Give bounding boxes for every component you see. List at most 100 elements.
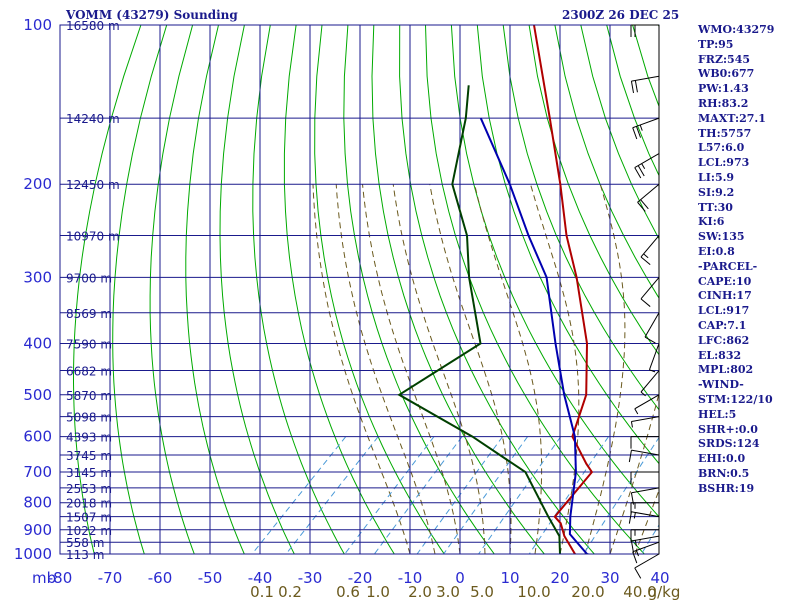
temperature-tick-label: -40 — [248, 569, 273, 587]
mixing-ratio-line — [251, 436, 347, 554]
index-item: RH:83.2 — [698, 96, 749, 110]
wind-barb — [631, 535, 660, 542]
index-item: CAPE:10 — [698, 274, 752, 288]
height-label: 8569 m — [66, 307, 112, 321]
wind-barb-flag — [634, 80, 638, 93]
dry-adiabat-line — [399, 25, 595, 554]
wind-barb-flag — [632, 551, 638, 564]
index-item: WMO:43279 — [698, 23, 775, 36]
mixing-ratio-label: 0.6 — [336, 583, 360, 600]
mixing-ratio-label: 3.0 — [436, 583, 460, 600]
temperature-tick-label: -80 — [48, 569, 73, 587]
wind-barb — [637, 183, 660, 203]
wind-barb-flag — [630, 421, 633, 428]
moist-adiabat-line — [634, 488, 659, 554]
index-item: MAXT:27.1 — [698, 111, 766, 125]
index-item: LFC:862 — [698, 333, 750, 347]
wind-barb — [640, 277, 660, 300]
wind-barb-flag — [649, 369, 656, 373]
height-label: 12450 m — [66, 178, 120, 192]
temperature-tick-label: 40 — [650, 569, 669, 587]
wind-barb-flag — [628, 450, 632, 463]
mixing-ratio-label: 0.2 — [278, 583, 302, 600]
moist-adiabat-line — [392, 184, 486, 554]
temperature-trace — [533, 25, 594, 554]
valid-time: 2300Z 26 DEC 25 — [562, 8, 680, 22]
height-label: 3145 m — [66, 466, 112, 480]
height-label: 6682 m — [66, 365, 112, 379]
mixing-ratio-label: 2.0 — [408, 583, 432, 600]
wind-barb-flag — [630, 540, 635, 553]
height-label: 14240 m — [66, 112, 120, 126]
index-item: CINH:17 — [698, 289, 752, 303]
index-item: TT:30 — [698, 200, 733, 214]
pressure-tick-label: 300 — [23, 268, 52, 286]
dry-adiabat-line — [425, 25, 645, 554]
temperature-tick-label: 10 — [500, 569, 519, 587]
mixing-ratio-label: 5.0 — [470, 583, 494, 600]
height-label: 1022 m — [66, 524, 112, 538]
wind-barb-flag — [633, 512, 636, 519]
dry-adiabat-line — [252, 25, 345, 554]
wind-barb-flag — [640, 298, 651, 307]
pressure-tick-label: 200 — [23, 175, 52, 193]
wind-barb-flag — [643, 253, 649, 259]
pressure-tick-label: 900 — [23, 521, 52, 539]
mixing-ratio-line — [344, 436, 435, 554]
dry-adiabat-line — [185, 25, 245, 554]
index-item: KI:6 — [698, 215, 725, 229]
dry-adiabat-line — [528, 25, 659, 356]
temperature-tick-label: -20 — [348, 569, 373, 587]
mixing-ratio-line — [477, 436, 562, 554]
index-item: PW:1.43 — [698, 82, 749, 96]
height-label: 2018 m — [66, 497, 112, 511]
index-item: TP:95 — [698, 37, 734, 51]
temperature-tick-label: -70 — [98, 569, 123, 587]
index-item: EI:0.8 — [698, 244, 735, 258]
pressure-tick-label: 500 — [23, 386, 52, 404]
index-item: STM:122/10 — [698, 392, 773, 406]
stability-indices-panel: WMO:43279 TP:95 FRZ:545 WB0:677 PW:1.43 RH:83… — [698, 23, 774, 497]
chart-title: VOMM (43279) Sounding — [66, 8, 238, 22]
mixing-ratio-label: g/kg — [648, 583, 681, 600]
wind-barb — [634, 394, 660, 410]
pressure-tick-label: 700 — [23, 463, 52, 481]
wind-barb — [634, 153, 660, 169]
parcel-trace — [479, 117, 591, 554]
dry-adiabat-line — [219, 25, 295, 554]
mixing-ratio-label: 40.0 — [623, 583, 656, 600]
wind-barb-flag — [635, 550, 639, 557]
wind-barb-flag — [634, 408, 639, 415]
wind-barb-flag — [640, 256, 651, 266]
index-item: SRDS:124 — [698, 437, 760, 451]
index-item: SW:135 — [698, 230, 745, 244]
wind-barb-flag — [634, 540, 637, 547]
index-item: WB0:677 — [698, 67, 755, 81]
index-item: LI:5.9 — [698, 170, 735, 184]
height-label: 113 m — [66, 548, 104, 562]
dry-adiabat-line — [73, 25, 142, 554]
index-item: -PARCEL- — [698, 259, 758, 273]
wind-barbs — [628, 24, 660, 579]
mixing-ratio-line — [640, 523, 659, 554]
temperature-tick-label: -60 — [148, 569, 173, 587]
mixing-ratio-line — [373, 436, 463, 554]
mixing-ratio-label: 1.0 — [366, 583, 390, 600]
dry-adiabat-line — [554, 25, 659, 299]
index-item: CAP:7.1 — [698, 318, 747, 332]
mixing-ratio-line — [442, 436, 529, 554]
wind-barb — [648, 343, 660, 370]
height-label: 9700 m — [66, 271, 112, 285]
dry-adiabat-line — [476, 25, 659, 465]
wind-barb-flag — [634, 567, 642, 579]
wind-barb-flag — [632, 127, 638, 140]
dewpoint-trace — [397, 85, 562, 554]
wind-barb — [644, 312, 660, 338]
index-item: FRZ:545 — [698, 52, 751, 66]
dry-adiabat-line — [343, 25, 495, 554]
index-item: SI:9.2 — [698, 185, 735, 199]
index-item: BRN:0.5 — [698, 466, 750, 480]
height-label: 16580 m — [66, 19, 120, 33]
